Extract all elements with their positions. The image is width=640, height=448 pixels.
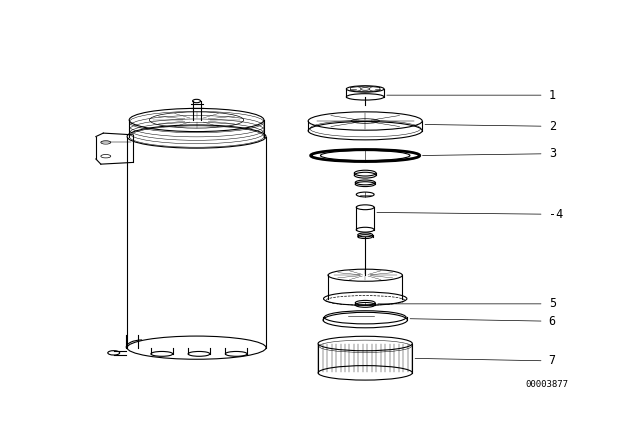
Text: 1: 1 — [548, 89, 556, 102]
Text: 5: 5 — [548, 297, 556, 310]
Text: 7: 7 — [548, 354, 556, 367]
Text: 2: 2 — [548, 120, 556, 133]
Text: 6: 6 — [548, 314, 556, 327]
Text: -4: -4 — [548, 208, 563, 221]
Text: 3: 3 — [548, 147, 556, 160]
Text: 00003877: 00003877 — [525, 380, 568, 389]
